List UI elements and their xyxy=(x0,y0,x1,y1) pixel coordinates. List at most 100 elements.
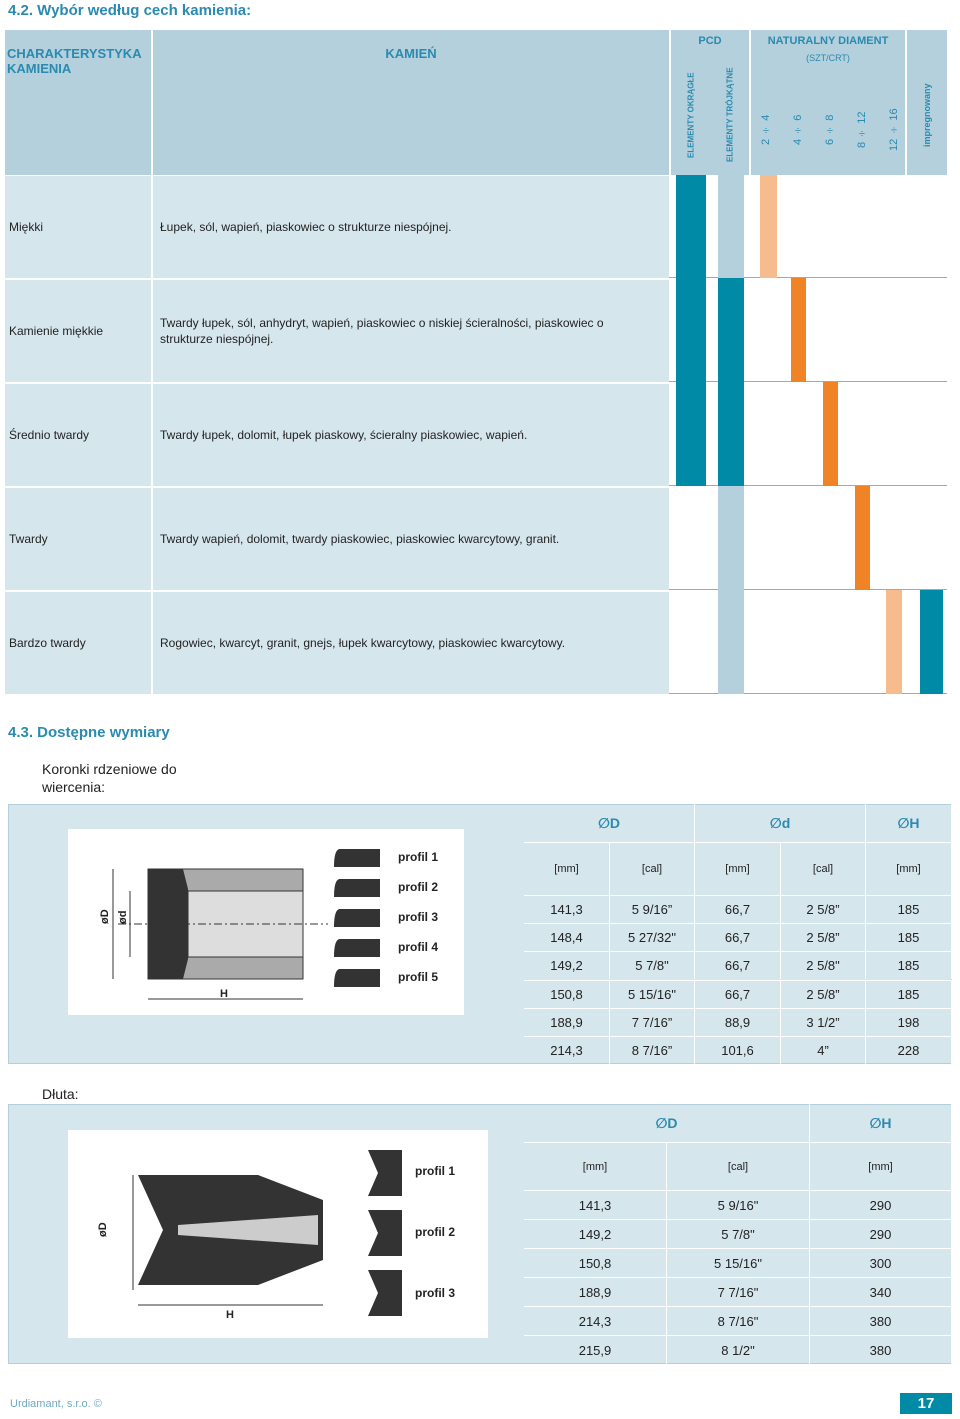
table-cell: 3 1/2” xyxy=(781,1007,866,1036)
size-label: 2 ÷ 4 xyxy=(760,114,772,146)
dim-label: H xyxy=(220,988,228,1000)
profile-shape xyxy=(368,1150,402,1196)
row-desc: Twardy wapień, dolomit, twardy piaskowie… xyxy=(160,532,560,546)
table-cell: 66,7 xyxy=(695,979,781,1008)
row-desc: Rogowiec, kwarcyt, granit, gnejs, łupek … xyxy=(160,636,566,650)
row-cell xyxy=(5,488,151,590)
bar xyxy=(791,278,806,382)
unit-label: [mm] xyxy=(524,842,610,895)
profile-label: profil 2 xyxy=(398,880,439,894)
table-cell: 2 5/8” xyxy=(781,923,866,952)
bar xyxy=(886,590,902,694)
table-cell: 5 9/16" xyxy=(667,1190,810,1219)
row-cell xyxy=(5,176,151,278)
row-line xyxy=(669,485,947,486)
table-cell: 188,9 xyxy=(524,1277,667,1306)
table-cell: 185 xyxy=(866,979,952,1008)
header-cell xyxy=(907,30,947,175)
table-cell: 188,9 xyxy=(524,1007,610,1036)
size-label: 6 ÷ 8 xyxy=(824,114,836,146)
bar xyxy=(760,175,777,278)
profile-shape xyxy=(334,939,380,957)
profile-shape xyxy=(334,879,380,897)
table-cell: 300 xyxy=(810,1248,952,1277)
table-cell: 148,4 xyxy=(524,923,610,952)
footer-company: Urdiamant, s.r.o. © xyxy=(10,1398,102,1410)
table-cell: 5 15/16" xyxy=(610,979,695,1008)
profile-label: profil 1 xyxy=(415,1164,456,1178)
unit-label: [cal] xyxy=(610,842,695,895)
header-cell xyxy=(5,30,151,175)
table-cell: 149,2 xyxy=(524,951,610,980)
table-cell: 380 xyxy=(810,1335,952,1364)
table-cell: 198 xyxy=(866,1007,952,1036)
chisel-diagram xyxy=(68,1130,488,1338)
table-cell: 185 xyxy=(866,895,952,924)
table-cell: 5 27/32" xyxy=(610,923,695,952)
table-cell: 290 xyxy=(810,1219,952,1248)
row-name: Twardy xyxy=(9,532,48,546)
table-cell: 66,7 xyxy=(695,895,781,924)
dim-label: øD xyxy=(97,1222,109,1238)
row-cell xyxy=(5,592,151,694)
table-cell: 8 7/16” xyxy=(610,1035,695,1064)
table-cell: 228 xyxy=(866,1035,952,1064)
bars xyxy=(676,175,943,694)
table-cell: 7 7/16" xyxy=(667,1277,810,1306)
profile-shape xyxy=(368,1270,402,1316)
header-text: impregnowany xyxy=(922,83,932,147)
row-cell xyxy=(5,280,151,382)
row-cell xyxy=(153,280,669,382)
table-cell: 215,9 xyxy=(524,1335,667,1364)
profile-label: profil 4 xyxy=(398,940,439,954)
profile-label: profil 2 xyxy=(415,1225,456,1239)
table-cell: 2 5/8" xyxy=(781,951,866,980)
profile-label: profil 1 xyxy=(398,850,439,864)
bar xyxy=(718,175,744,278)
table-cell: 8 7/16" xyxy=(667,1306,810,1335)
table-cell: 290 xyxy=(810,1190,952,1219)
table-cell: 340 xyxy=(810,1277,952,1306)
bar xyxy=(718,486,744,694)
profiles xyxy=(334,849,380,987)
header-cell xyxy=(751,30,905,175)
group-header: ∅H xyxy=(866,804,952,842)
table-cell: 380 xyxy=(810,1306,952,1335)
header-text: PCD xyxy=(698,35,722,47)
table-cell: 5 9/16” xyxy=(610,895,695,924)
core-bit-diagram xyxy=(68,829,464,1015)
size-label: 8 ÷ 12 xyxy=(856,111,868,149)
group-header: ∅D xyxy=(524,1104,810,1142)
dim-label: H xyxy=(226,1309,234,1321)
profile-shape xyxy=(334,909,380,927)
table-cell: 150,8 xyxy=(524,979,610,1008)
row-name: Kamienie miękkie xyxy=(9,324,104,338)
header-text: KAMIEŃ xyxy=(385,45,437,61)
table-cell: 141,3 xyxy=(524,1190,667,1219)
row-cell xyxy=(153,176,669,278)
section-title: 4.3. Dostępne wymiary xyxy=(8,724,170,741)
header-text: (SZT/CRT) xyxy=(806,53,850,63)
profile-label: profil 3 xyxy=(398,910,439,924)
table-cell: 141,3 xyxy=(524,895,610,924)
row-line xyxy=(669,589,947,590)
table-cell: 4” xyxy=(781,1035,866,1064)
table-cell: 214,3 xyxy=(524,1035,610,1064)
profile-shape xyxy=(334,849,380,867)
row-cell xyxy=(5,384,151,486)
size-label: 4 ÷ 6 xyxy=(792,114,804,146)
profile-shape xyxy=(334,969,380,987)
bar xyxy=(823,382,838,486)
header-text: CHARAKTERYSTYKA KAMIENIA xyxy=(7,46,142,76)
row-line xyxy=(669,381,947,382)
size-label: 12 ÷ 16 xyxy=(888,108,900,152)
header-text: ELEMENTY OKRĄGŁE xyxy=(686,72,696,158)
table-cell: 2 5/8” xyxy=(781,895,866,924)
row-cell xyxy=(153,384,669,486)
page-number: 17 xyxy=(900,1393,952,1414)
unit-label: [mm] xyxy=(810,1142,952,1190)
header-text: NATURALNY DIAMENT xyxy=(767,35,889,47)
table-cell: 101,6 xyxy=(695,1035,781,1064)
unit-label: [mm] xyxy=(524,1142,667,1190)
table-cell: 185 xyxy=(866,951,952,980)
